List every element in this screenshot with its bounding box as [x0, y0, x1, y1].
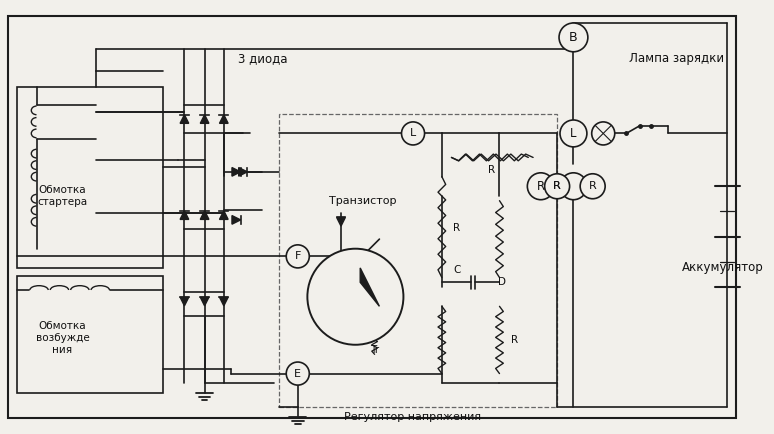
Text: R: R: [553, 181, 561, 191]
Circle shape: [560, 173, 587, 200]
Circle shape: [307, 249, 403, 345]
Text: B: B: [569, 31, 577, 44]
Text: Обмотка
возбужде
ния: Обмотка возбужде ния: [36, 322, 89, 355]
Polygon shape: [200, 115, 209, 123]
Text: R: R: [553, 181, 561, 191]
Circle shape: [560, 120, 587, 147]
Polygon shape: [360, 268, 379, 306]
Polygon shape: [232, 168, 241, 176]
Text: E: E: [294, 368, 301, 378]
Circle shape: [591, 122, 615, 145]
Polygon shape: [180, 297, 189, 306]
Text: Tr: Tr: [370, 345, 379, 355]
Text: R: R: [511, 335, 518, 345]
Text: F: F: [295, 251, 301, 261]
Polygon shape: [180, 115, 189, 123]
Polygon shape: [337, 217, 345, 226]
Text: Обмотка
стартера: Обмотка стартера: [37, 185, 87, 207]
Polygon shape: [220, 115, 228, 123]
Bar: [17, 87, 163, 268]
Text: 3 диода: 3 диода: [238, 52, 288, 65]
Text: Аккумулятор: Аккумулятор: [682, 261, 764, 274]
Circle shape: [545, 174, 570, 199]
Polygon shape: [180, 211, 189, 220]
Text: R: R: [488, 165, 495, 175]
Polygon shape: [220, 297, 228, 306]
Text: R: R: [454, 223, 461, 233]
Text: R: R: [589, 181, 597, 191]
Circle shape: [527, 173, 554, 200]
Polygon shape: [200, 297, 209, 306]
Text: L: L: [410, 128, 416, 138]
Circle shape: [559, 23, 588, 52]
Text: L: L: [570, 127, 577, 140]
Polygon shape: [220, 211, 228, 220]
Circle shape: [546, 175, 569, 198]
Polygon shape: [238, 168, 248, 176]
Text: D: D: [498, 277, 506, 287]
Text: Транзистор: Транзистор: [328, 196, 396, 206]
Polygon shape: [232, 216, 241, 224]
Text: Регулятор напряжения: Регулятор напряжения: [344, 412, 481, 422]
Text: C: C: [454, 265, 461, 275]
Bar: [17, 276, 163, 393]
Text: R: R: [536, 180, 545, 193]
Circle shape: [286, 362, 310, 385]
Circle shape: [402, 122, 425, 145]
Text: Лампа зарядки: Лампа зарядки: [629, 52, 724, 65]
Bar: [279, 114, 557, 407]
Circle shape: [580, 174, 605, 199]
Polygon shape: [200, 211, 209, 220]
Circle shape: [286, 245, 310, 268]
